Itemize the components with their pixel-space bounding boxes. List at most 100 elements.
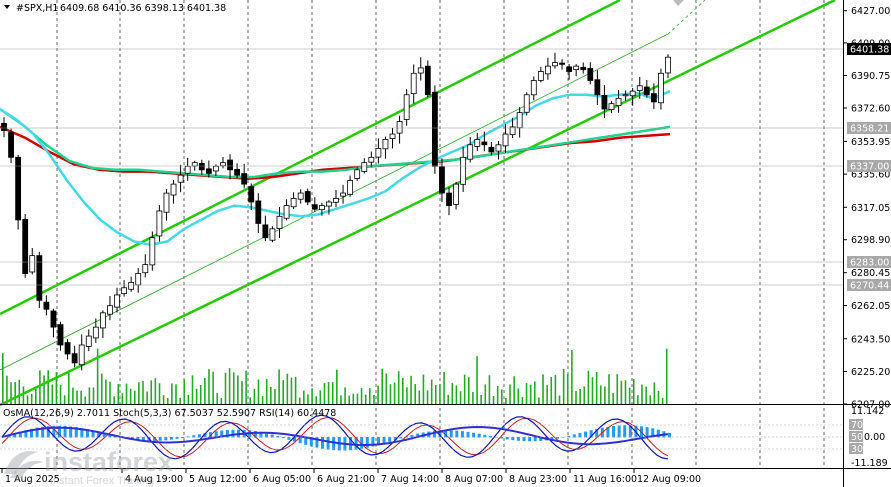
candle-body [417,67,424,74]
volume-bar [232,372,235,404]
volume-bar [166,397,169,404]
price-tick-label: 6317.05 [851,203,890,214]
volume-bar [290,377,293,404]
volume-bar [587,370,590,404]
price-tick-label: 6372.60 [851,103,890,114]
candle-body [297,192,304,200]
volume-bar [562,369,565,404]
volume-bar [447,394,449,404]
volume-bar [381,368,383,404]
candle-body [128,282,135,290]
volume-bar [657,390,660,404]
volume-bar [142,380,144,404]
osma-bar [382,437,386,444]
volume-bar [521,397,524,404]
osma-bar [259,431,263,438]
candle-body [326,201,332,207]
candle-body [64,342,71,355]
osma-bar [511,437,515,441]
osma-bar [309,437,313,447]
level-tag-6270 [847,279,891,291]
volume-bar [340,395,342,404]
volume-bar [641,384,643,404]
ema144-line [0,107,671,179]
volume-bar [146,391,148,404]
volume-bar [105,379,107,404]
dropdown-triangle-icon[interactable] [4,5,10,9]
candle-body [347,180,354,195]
osma-bar [153,437,157,441]
volume-bar [307,394,309,404]
volume-bar [303,390,305,404]
volume-bar [661,397,664,404]
stoch-signal-line [1,416,669,458]
price-tick-label: 6353.95 [851,137,890,148]
candle-body [559,62,565,65]
osma-bar [578,432,582,438]
osma-bar [354,437,358,450]
candle-body [650,93,657,103]
volume-bar [397,371,400,404]
volume-bar [402,377,404,404]
candle-body [255,200,262,224]
volume-bar [373,394,375,404]
osma-bar [270,434,274,438]
candle-body [431,91,438,167]
instaforex-logo: instaforex Instant Forex Trading [4,447,173,487]
volume-bar [599,385,602,404]
candle-body [636,85,643,91]
osma-bar [29,428,33,438]
osma-bar [298,437,302,444]
osma-bar [158,437,162,441]
candle-body [333,198,339,203]
candle-body [580,66,587,71]
osma-bar [46,426,50,438]
osma-bar [102,433,106,438]
time-tick-label: 11 Aug 16:00 [573,474,637,485]
osma-bar [192,435,196,438]
candle-body [36,255,43,301]
candle-body [78,344,85,366]
volume-bar [496,386,499,404]
ind-tick-70: 70 [851,420,863,431]
price-tick-label: 6243.50 [851,334,890,345]
volume-bar [208,369,210,404]
candle-body [523,94,530,113]
osma-bar [220,430,224,438]
candle-body [191,162,198,167]
osma-bar [203,433,207,438]
stoch-main-line [1,414,669,460]
volume-bar [294,376,297,404]
volume-bar [529,384,532,404]
volume-bar [26,395,29,404]
osma-bar [253,430,257,438]
volume-bar [133,390,136,404]
candle-body [622,94,629,97]
volume-bar [435,385,437,404]
candle-body [227,159,233,171]
volume-bar [228,368,231,404]
volume-bar [55,372,58,404]
level-tag-6358-text: 6358.21 [850,124,889,135]
volume-bar [323,383,326,404]
volume-bar [241,380,243,404]
osma-bar [326,437,330,450]
time-tick-label: 5 Aug 12:00 [189,474,247,485]
candle-body [262,224,269,239]
osma-bar [584,431,588,438]
osma-bar [449,430,453,438]
osma-bar [483,434,487,438]
osma-bar [141,437,145,441]
volume-bar [509,384,511,404]
volume-bar [575,391,577,404]
osma-bar [365,437,369,448]
osma-bar [108,434,112,438]
price-tick-label: 6207.00 [851,400,890,411]
logo-tagline: Instant Forex Trading [50,475,154,487]
osma-bar [668,432,671,438]
volume-bar [331,382,334,404]
osma-bar [281,437,285,439]
candle-body [552,62,558,67]
candle-body [608,103,615,110]
